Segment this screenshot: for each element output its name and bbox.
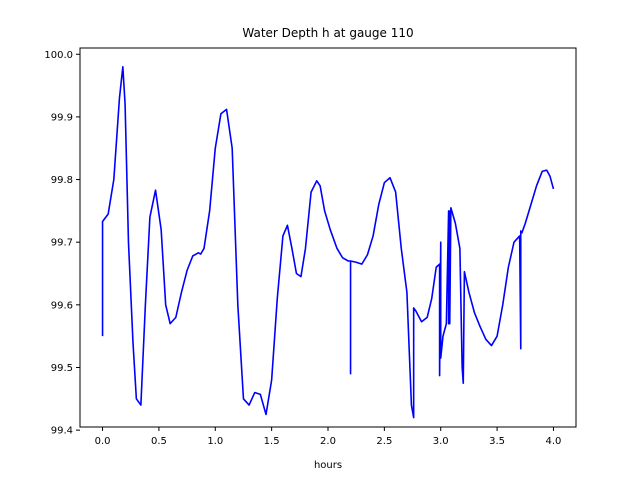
x-tick-label: 1.5 xyxy=(264,436,280,447)
x-axis-ticks: 0.0 0.5 1.0 1.5 2.0 2.5 3.0 3.5 4.0 xyxy=(95,427,562,447)
y-tick-label: 99.4 xyxy=(51,426,73,437)
y-tick-label: 99.9 xyxy=(51,112,73,123)
x-tick-label: 0.5 xyxy=(151,436,167,447)
y-tick-label: 100.0 xyxy=(44,50,73,61)
y-axis-ticks: 99.4 99.5 99.6 99.7 99.8 99.9 100.0 xyxy=(44,50,80,437)
x-tick-label: 3.0 xyxy=(433,436,449,447)
x-tick-label: 0.0 xyxy=(95,436,111,447)
x-axis-label: hours xyxy=(314,460,342,471)
y-tick-label: 99.5 xyxy=(51,363,73,374)
y-tick-label: 99.8 xyxy=(51,175,73,186)
chart-title: Water Depth h at gauge 110 xyxy=(242,26,413,40)
x-tick-label: 1.0 xyxy=(207,436,223,447)
x-tick-label: 4.0 xyxy=(546,436,562,447)
series-line xyxy=(101,65,555,419)
x-tick-label: 2.0 xyxy=(320,436,336,447)
plot-area xyxy=(101,65,555,419)
x-tick-label: 3.5 xyxy=(489,436,505,447)
x-tick-label: 2.5 xyxy=(376,436,392,447)
y-tick-label: 99.7 xyxy=(51,238,73,249)
y-tick-label: 99.6 xyxy=(51,300,73,311)
